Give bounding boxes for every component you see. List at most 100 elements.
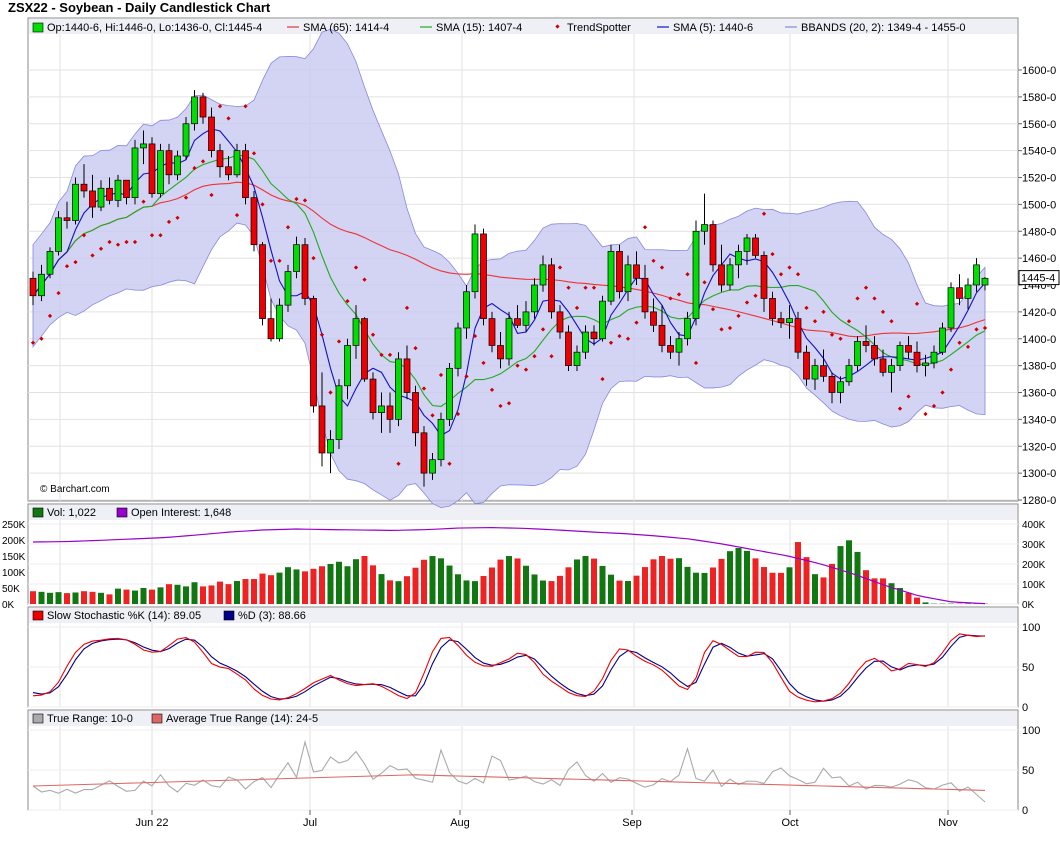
volume-right-tick: 400K bbox=[1022, 520, 1046, 531]
atr-panel-legend-strip bbox=[29, 711, 1017, 726]
true-range-line bbox=[32, 739, 986, 803]
candle-body bbox=[964, 284, 972, 299]
volume-right-tick: 0K bbox=[1022, 600, 1035, 611]
volume-bar bbox=[727, 551, 733, 604]
trendspotter-dot bbox=[727, 325, 733, 331]
candle-body bbox=[454, 327, 462, 369]
open-interest-line bbox=[32, 527, 986, 605]
candle-body bbox=[46, 251, 54, 275]
volume-bar bbox=[574, 559, 580, 604]
candle-body bbox=[582, 331, 589, 353]
stochastic-panel-legend-strip bbox=[29, 608, 1017, 623]
volume-bar bbox=[72, 592, 79, 604]
trendspotter-dot bbox=[651, 258, 656, 263]
candle-body bbox=[828, 376, 836, 393]
trendspotter-dot bbox=[387, 352, 393, 357]
trendspotter-dot bbox=[183, 195, 189, 200]
volume-bar bbox=[540, 580, 546, 604]
volume-bar bbox=[200, 586, 206, 604]
volume-bar bbox=[166, 584, 172, 604]
volume-bar bbox=[693, 572, 699, 604]
candle-body bbox=[599, 300, 606, 340]
candle-body bbox=[437, 419, 445, 461]
trendspotter-dot bbox=[294, 196, 299, 202]
volume-bar bbox=[565, 567, 572, 604]
volume-bar bbox=[659, 556, 665, 604]
volume-bar bbox=[769, 572, 776, 604]
trendspotter-dot bbox=[243, 104, 248, 109]
volume-right-tick: 200K bbox=[1022, 560, 1046, 571]
volume-bar bbox=[914, 597, 920, 604]
volume-bar bbox=[880, 578, 886, 604]
trendspotter-dot bbox=[940, 390, 945, 395]
candle-body bbox=[879, 358, 887, 373]
trendspotter-dot bbox=[906, 394, 911, 399]
candle-body bbox=[743, 237, 751, 252]
candle-body bbox=[114, 179, 122, 201]
watermark: © Barchart.com bbox=[40, 484, 110, 495]
volume-bar bbox=[812, 574, 818, 604]
atr-legend-swatch bbox=[151, 713, 163, 724]
candle-body bbox=[420, 432, 428, 474]
candle-body bbox=[259, 244, 266, 319]
price-tick-label: 1600-0 bbox=[1022, 65, 1056, 77]
trendspotter-dot bbox=[379, 352, 384, 357]
volume-bar bbox=[667, 558, 674, 604]
trendspotter-dot bbox=[778, 272, 784, 277]
price-tick-label: 1540-0 bbox=[1022, 146, 1056, 158]
volume-bar bbox=[871, 578, 878, 604]
average-true-range-line bbox=[32, 774, 986, 791]
trendspotter-dot bbox=[464, 374, 469, 379]
trendspotter-dot bbox=[438, 372, 444, 378]
candle-body bbox=[930, 351, 938, 364]
trendspotter-dot bbox=[668, 296, 673, 301]
candle-body bbox=[131, 147, 139, 199]
volume-bar bbox=[455, 574, 461, 604]
trendspotter-dot bbox=[200, 159, 206, 164]
candle-body bbox=[97, 187, 105, 208]
stochastic-panel-frame bbox=[27, 606, 1019, 708]
trendspotter-dot bbox=[489, 387, 495, 392]
volume-bar bbox=[123, 589, 130, 604]
volume-bar bbox=[854, 551, 861, 604]
trendspotter-dot bbox=[455, 411, 461, 417]
volume-right-tick: 300K bbox=[1022, 540, 1046, 551]
trendspotter-dot bbox=[404, 305, 410, 310]
volume-left-tick: 0K bbox=[2, 600, 15, 611]
price-legend-swatch bbox=[32, 22, 44, 33]
volume-bar bbox=[242, 579, 249, 604]
trendspotter-dot bbox=[260, 202, 265, 207]
volume-legend-text: Open Interest: 1,648 bbox=[131, 507, 231, 519]
volume-bar bbox=[55, 592, 62, 604]
volume-bar bbox=[863, 570, 869, 604]
price-tick-label: 1560-0 bbox=[1022, 119, 1056, 131]
candle-body bbox=[140, 143, 147, 149]
candle-body bbox=[667, 345, 674, 353]
candle-body bbox=[182, 123, 190, 157]
volume-legend-text: Vol: 1,022 bbox=[47, 507, 96, 519]
candle-body bbox=[412, 392, 419, 434]
volume-bar bbox=[140, 588, 147, 604]
candle-body bbox=[480, 233, 487, 319]
trendspotter-dot bbox=[846, 319, 852, 324]
trendspotter-dot bbox=[515, 363, 520, 368]
candle-body bbox=[344, 345, 351, 387]
volume-bar bbox=[795, 542, 801, 604]
volume-bar bbox=[888, 583, 895, 604]
candle-body bbox=[395, 358, 402, 420]
candle-body bbox=[888, 365, 895, 373]
volume-bar bbox=[905, 592, 912, 604]
trendspotter-dot bbox=[217, 104, 223, 109]
candle-body bbox=[284, 271, 292, 306]
trendspotter-dot bbox=[923, 411, 928, 417]
price-tick-label: 1300-0 bbox=[1022, 468, 1056, 480]
sma-15-line bbox=[32, 154, 986, 407]
candle-body bbox=[38, 273, 45, 297]
candle-body bbox=[72, 183, 79, 221]
volume-bar bbox=[497, 559, 504, 604]
price-legend-text: BBANDS (20, 2): 1349-4 - 1455-0 bbox=[801, 22, 965, 34]
trendspotter-dot bbox=[302, 198, 308, 203]
candle-body bbox=[981, 277, 989, 286]
volume-bar bbox=[761, 567, 767, 604]
trendspotter-dot bbox=[98, 246, 104, 251]
